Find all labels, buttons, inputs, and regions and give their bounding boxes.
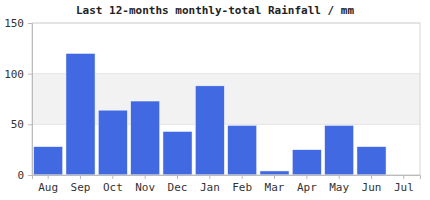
x-tick: Nov <box>135 175 155 194</box>
y-axis: 0 50 100 150 <box>4 17 32 182</box>
y-tick-mark <box>28 23 32 24</box>
bar <box>98 110 127 175</box>
y-tick-mark <box>28 74 32 75</box>
y-tick-label: 50 <box>11 118 24 131</box>
x-tick: Jul <box>394 175 414 194</box>
x-tick-mark <box>209 175 210 179</box>
x-tick: Feb <box>232 175 252 194</box>
bar <box>228 125 257 175</box>
x-tick-mark <box>177 175 178 179</box>
x-tick-label: Sep <box>71 181 91 194</box>
x-tick-mark <box>274 175 275 179</box>
x-tick: Dec <box>168 175 188 194</box>
x-tick-label: Nov <box>135 181 155 194</box>
x-tick: Sep <box>71 175 91 194</box>
x-tick: Aug <box>38 175 58 194</box>
plot-background <box>32 23 420 175</box>
bar <box>260 171 289 175</box>
plot-frame <box>32 23 420 175</box>
y-tick: 150 <box>4 17 32 30</box>
y-tick: 50 <box>11 118 32 131</box>
x-tick-mark <box>371 175 372 179</box>
chart: 0 50 100 150 Aug Sep Oct Nov Dec Jan Feb Mar Apr May J… <box>0 0 430 200</box>
x-axis: Aug Sep Oct Nov Dec Jan Feb Mar Apr May Jun Jul <box>33 175 421 194</box>
x-axis-line <box>33 176 421 180</box>
title: Last 12-months monthly-total Rainfall / … <box>76 4 355 17</box>
y-tick: 100 <box>4 68 32 81</box>
y-tick-mark <box>28 175 32 176</box>
bar <box>292 150 321 175</box>
bar <box>163 131 192 175</box>
x-tick: Jun <box>362 175 382 194</box>
x-tick-label: Jan <box>200 181 220 194</box>
y-tick: 0 <box>17 169 32 182</box>
y-tick-label: 150 <box>4 17 24 30</box>
x-tick-label: Dec <box>168 181 188 194</box>
x-tick-label: May <box>329 181 349 194</box>
x-tick-mark <box>242 175 243 179</box>
x-tick: May <box>329 175 349 194</box>
x-tick-label: Feb <box>232 181 252 194</box>
y-axis-line <box>28 24 33 176</box>
x-tick-mark <box>339 175 340 179</box>
x-tick-mark <box>306 175 307 179</box>
x-tick: Oct <box>103 175 123 194</box>
y-tick-mark <box>28 124 32 125</box>
x-tick-label: Oct <box>103 181 123 194</box>
x-tick-label: Apr <box>297 181 317 194</box>
y-tick-label: 0 <box>17 169 24 182</box>
x-tick: Jan <box>200 175 220 194</box>
x-tick: Apr <box>297 175 317 194</box>
plot: 0 50 100 150 Aug Sep Oct Nov Dec Jan Feb Mar Apr May J… <box>4 17 420 194</box>
x-tick-label: Jun <box>362 181 382 194</box>
x-tick-label: Mar <box>265 181 285 194</box>
y-tick-label: 100 <box>4 68 24 81</box>
x-tick-mark <box>112 175 113 179</box>
x-tick-mark <box>80 175 81 179</box>
bar <box>357 147 386 175</box>
x-tick-mark <box>403 175 404 179</box>
x-tick-label: Aug <box>38 181 58 194</box>
x-tick: Mar <box>265 175 285 194</box>
bar <box>325 125 354 175</box>
bar <box>195 86 224 175</box>
x-tick-mark <box>48 175 49 179</box>
bar <box>34 147 63 175</box>
bar <box>66 53 95 175</box>
bars <box>34 53 386 175</box>
x-tick-mark <box>145 175 146 179</box>
bar <box>131 101 160 175</box>
x-tick-label: Jul <box>394 181 414 194</box>
